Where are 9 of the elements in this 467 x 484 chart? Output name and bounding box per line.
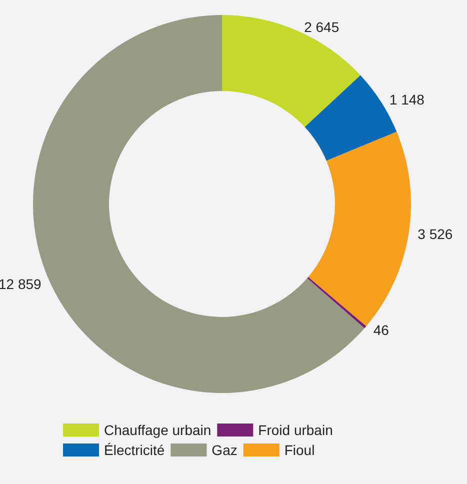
data-label: 3 526 — [418, 226, 453, 242]
data-label: 2 645 — [304, 19, 340, 36]
legend-label: Électricité — [104, 442, 165, 458]
legend-label: Froid urbain — [258, 422, 333, 438]
legend-label: Gaz — [212, 442, 238, 458]
legend-label: Chauffage urbain — [104, 422, 212, 438]
data-label: 1 148 — [389, 92, 425, 108]
data-label: 46 — [373, 322, 390, 338]
legend-label: Fioul — [284, 442, 315, 458]
